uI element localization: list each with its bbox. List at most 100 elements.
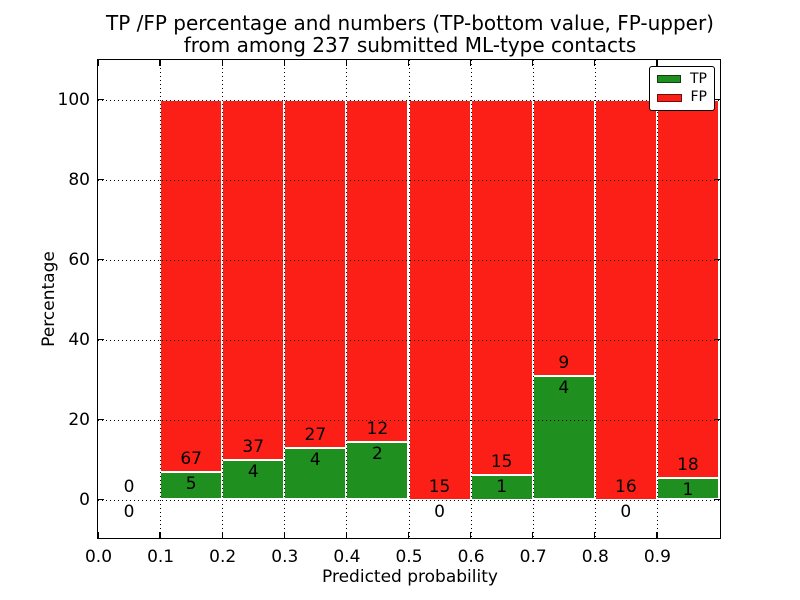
legend-item-tp: TP — [657, 71, 707, 87]
chart-title-line1: TP /FP percentage and numbers (TP-bottom… — [106, 11, 714, 35]
x-tick — [656, 532, 658, 538]
y-tick-right — [714, 258, 720, 261]
x-tick — [407, 532, 410, 538]
x-tick-top — [469, 60, 472, 66]
x-tick — [283, 532, 285, 538]
fp-count-label: 9 — [558, 353, 570, 374]
chart-title: TP /FP percentage and numbers (TP-bottom… — [98, 12, 722, 56]
fp-count-label: 18 — [677, 455, 699, 476]
y-tick-label: 40 — [68, 330, 90, 350]
v-gridline — [346, 60, 348, 538]
tp-legend-swatch — [657, 75, 681, 84]
tp-count-label: 4 — [309, 449, 321, 470]
bar-fp-segment — [222, 99, 285, 461]
x-tick-label: 0.5 — [395, 547, 423, 567]
tp-count-label: 1 — [496, 476, 508, 497]
x-tick-top — [97, 60, 99, 66]
fp-count-label: 37 — [242, 437, 265, 458]
v-gridline — [470, 60, 472, 538]
x-tick-top — [594, 60, 596, 66]
fp-count-label: 0 — [123, 476, 135, 497]
x-tick-top — [221, 60, 223, 66]
chart-title-line2: from among 237 submitted ML-type contact… — [183, 33, 637, 57]
y-tick-label: 100 — [57, 90, 90, 110]
y-tick — [98, 498, 104, 501]
y-tick — [98, 258, 104, 261]
x-tick-top — [656, 60, 658, 66]
bar-fp-segment — [594, 99, 657, 500]
fp-count-label: 16 — [615, 476, 637, 497]
x-tick — [159, 532, 161, 538]
bar-fp-segment — [346, 99, 409, 443]
tp-count-label: 2 — [372, 444, 383, 465]
fp-count-label: 67 — [180, 448, 202, 469]
v-gridline — [160, 60, 162, 538]
x-tick-label: 0.4 — [333, 547, 361, 567]
plot-area: TP FP 0 0 67 5 37 4 27 4 12 2 15 0 15 1 9 4 16 0 18 1 — [97, 59, 721, 539]
bar-fp-segment — [284, 99, 347, 448]
x-axis-label: Predicted probability — [322, 567, 498, 587]
y-tick-label: 20 — [68, 410, 90, 430]
tp-count-label: 5 — [185, 473, 197, 494]
bar-tp-segment — [346, 442, 409, 500]
v-gridline — [284, 60, 286, 538]
y-tick-right — [714, 338, 720, 341]
legend-label-fp: FP — [690, 89, 708, 106]
y-tick-right — [714, 418, 720, 421]
x-tick-label: 0.7 — [519, 547, 547, 567]
fp-count-label: 12 — [366, 419, 389, 440]
bar-tp-segment — [222, 460, 285, 500]
x-tick-label: 0.1 — [147, 547, 175, 567]
x-tick-label: 0.6 — [457, 547, 485, 567]
fp-count-label: 15 — [490, 451, 513, 472]
y-tick-label: 0 — [79, 490, 90, 510]
x-tick — [345, 532, 348, 538]
y-tick — [98, 338, 104, 341]
x-tick-top — [407, 60, 410, 66]
v-gridline — [532, 60, 534, 538]
legend-item-fp: FP — [657, 90, 707, 105]
tp-count-label: 4 — [247, 462, 259, 483]
x-tick-top — [345, 60, 348, 66]
tp-count-label: 4 — [558, 378, 570, 399]
x-tick-label: 0.3 — [271, 547, 299, 567]
bar-fp-segment — [470, 99, 533, 475]
v-gridline — [656, 60, 658, 538]
bar-fp-segment — [408, 99, 471, 500]
legend: TP FP — [649, 66, 715, 111]
y-tick-label: 80 — [68, 170, 90, 190]
y-tick-right — [714, 98, 720, 101]
bar-tp-segment — [532, 376, 595, 500]
x-tick-label: 0.2 — [209, 547, 237, 567]
bar-fp-segment — [532, 99, 595, 377]
y-tick — [98, 98, 104, 101]
y-tick-right — [714, 178, 720, 181]
x-tick — [532, 532, 534, 538]
bar-fp-segment — [160, 99, 223, 472]
v-gridline — [222, 60, 224, 538]
y-tick-right — [714, 498, 720, 501]
x-tick — [97, 532, 99, 538]
tp-count-label: 1 — [682, 480, 694, 501]
v-gridline — [408, 60, 410, 538]
x-tick-top — [532, 60, 534, 66]
tp-count-label: 0 — [123, 501, 135, 522]
v-gridline — [594, 60, 596, 538]
fp-count-label: 15 — [428, 476, 451, 497]
y-tick — [98, 178, 104, 181]
x-tick — [221, 532, 223, 538]
fp-legend-swatch — [657, 93, 682, 102]
x-tick-top — [283, 60, 285, 66]
y-tick-label: 60 — [68, 250, 90, 270]
x-tick-label: 0.8 — [581, 547, 609, 567]
bar-tp-segment — [160, 471, 223, 500]
tp-count-label: 0 — [620, 501, 632, 522]
bar-fp-segment — [656, 99, 719, 479]
tp-count-label: 0 — [434, 501, 445, 522]
x-tick-label: 0.9 — [643, 547, 671, 567]
x-tick — [594, 532, 596, 538]
x-tick — [469, 532, 472, 538]
fp-count-label: 27 — [304, 424, 327, 445]
x-tick-top — [159, 60, 161, 66]
